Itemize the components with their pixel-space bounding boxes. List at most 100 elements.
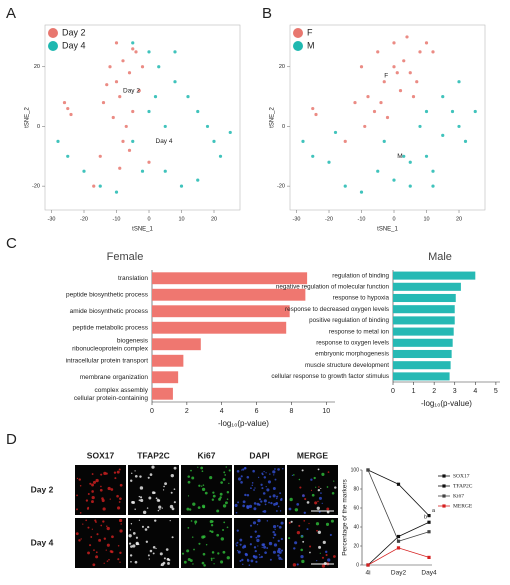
cell-dot (99, 488, 103, 492)
cell-dot (311, 493, 315, 497)
cell-dot (224, 474, 227, 476)
legend-swatch (293, 28, 303, 38)
cell-dot (263, 499, 267, 503)
cell-dot (236, 541, 239, 544)
cell-dot (330, 519, 334, 523)
point (121, 59, 125, 63)
cell-dot (322, 540, 326, 544)
x-tick-label: 6 (255, 408, 259, 415)
cell-dot (282, 468, 284, 470)
point (385, 115, 390, 120)
cell-dot (91, 495, 95, 500)
x-tick-label: 8 (289, 408, 293, 415)
cell-dot (319, 552, 321, 554)
cell-dot (173, 488, 176, 490)
point (431, 50, 435, 54)
cell-dot (147, 554, 150, 557)
cell-dot (162, 489, 165, 491)
point (376, 50, 380, 54)
cell-dot (279, 492, 282, 495)
cell-dot (78, 478, 81, 481)
point (450, 109, 455, 114)
cell-dot (254, 487, 256, 489)
cell-dot (134, 470, 136, 472)
series-line (367, 469, 430, 516)
cell-dot (100, 473, 103, 476)
cell-dot (316, 506, 320, 510)
category-label: response to hypoxia (333, 295, 390, 302)
cell-dot (276, 525, 279, 527)
cell-dot (198, 484, 201, 487)
cell-dot (107, 486, 111, 491)
cell-dot (89, 482, 92, 485)
cell-dot (159, 552, 163, 556)
point (392, 41, 396, 45)
x-tick-label: 10 (322, 408, 330, 415)
cell-dot (130, 523, 133, 525)
cell-dot (157, 509, 160, 512)
cell-dot (274, 528, 276, 531)
cell-dot (139, 486, 144, 490)
y-tick-label: 20 (279, 64, 285, 70)
cell-dot (250, 487, 252, 490)
cell-dot (117, 558, 120, 561)
cell-dot (89, 544, 92, 547)
cell-dot (222, 550, 226, 554)
panel-label: D (6, 431, 17, 448)
point (179, 184, 184, 188)
cell-dot (92, 563, 96, 567)
cell-dot (148, 558, 150, 560)
cell-dot (134, 508, 136, 511)
cell-dot (173, 501, 176, 504)
cell-dot (325, 553, 328, 557)
cell-dot (128, 542, 132, 545)
bar (152, 354, 184, 367)
cell-dot (272, 525, 277, 529)
cell-dot (189, 508, 192, 511)
bar (152, 371, 179, 384)
bar (152, 338, 201, 351)
cell-dot (236, 529, 239, 532)
cell-dot (186, 507, 190, 511)
cell-dot (299, 486, 302, 489)
cell-dot (170, 473, 174, 478)
category-label: translation (118, 275, 148, 282)
cell-dot (280, 521, 284, 525)
cell-dot (137, 543, 140, 546)
point (408, 71, 412, 75)
point (424, 109, 429, 114)
annotation: a (432, 508, 436, 514)
cell-dot (106, 525, 108, 527)
cell-dot (87, 526, 90, 529)
legend-label: MERGE (453, 503, 473, 509)
column-header: TFAP2C (137, 450, 170, 460)
point (441, 95, 445, 99)
point (427, 555, 431, 559)
cell-dot (277, 505, 280, 508)
x-tick-label: 0 (150, 408, 154, 415)
cell-dot (258, 553, 261, 556)
point (118, 166, 122, 170)
point (173, 50, 177, 54)
cell-dot (116, 494, 119, 498)
point (366, 95, 370, 99)
x-tick-label: 10 (423, 216, 429, 222)
cell-dot (321, 564, 326, 568)
cell-dot (76, 477, 79, 480)
point (66, 106, 70, 111)
cell-dot (109, 550, 113, 553)
cell-dot (119, 551, 122, 555)
cell-dot (211, 520, 214, 523)
cell-dot (167, 562, 170, 565)
cell-dot (200, 466, 204, 470)
cell-dot (187, 495, 190, 497)
cell-dot (193, 548, 195, 551)
point (408, 184, 412, 188)
cell-dot (275, 510, 278, 512)
cell-dot (76, 494, 78, 497)
cell-dot (296, 563, 299, 566)
cell-dot (276, 495, 279, 498)
cell-dot (190, 469, 192, 472)
point (402, 59, 406, 63)
